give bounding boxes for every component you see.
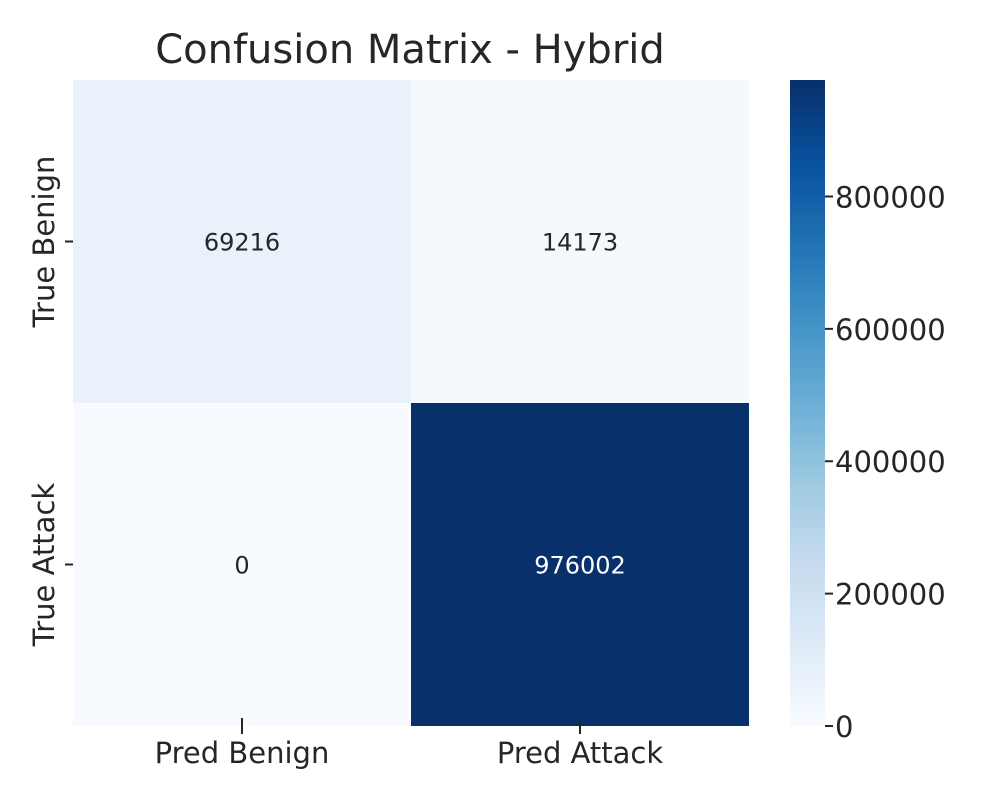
colorbar-tick-label: 800000 [835,180,946,214]
heatmap-cell [411,403,749,726]
heatmap-cells [73,80,749,726]
heatmap-cell-labels: 69216 14173 0 976002 [204,229,626,580]
cell-value-label: 14173 [542,229,618,257]
colorbar-tick-label: 400000 [835,445,946,479]
x-tick-label: Pred Benign [155,736,330,770]
x-tick-label: Pred Attack [497,736,664,770]
cell-value-label: 976002 [534,552,626,580]
colorbar [790,80,825,726]
heatmap-cell [411,80,749,403]
y-tick-label: True Benign [27,156,61,329]
x-axis: Pred Benign Pred Attack [155,718,664,770]
heatmap-cell [73,80,411,403]
colorbar-ticks: 0 200000 400000 600000 800000 [825,180,946,744]
cell-value-label: 69216 [204,229,280,257]
chart-title: Confusion Matrix - Hybrid [155,27,665,73]
cell-value-label: 0 [234,552,249,580]
heatmap-cell [73,403,411,726]
colorbar-tick-label: 600000 [835,313,946,347]
colorbar-tick-label: 200000 [835,578,946,612]
colorbar-gradient [790,80,825,726]
y-tick-label: True Attack [27,483,61,648]
colorbar-tick-label: 0 [835,710,853,744]
y-axis: True Benign True Attack [27,156,73,648]
